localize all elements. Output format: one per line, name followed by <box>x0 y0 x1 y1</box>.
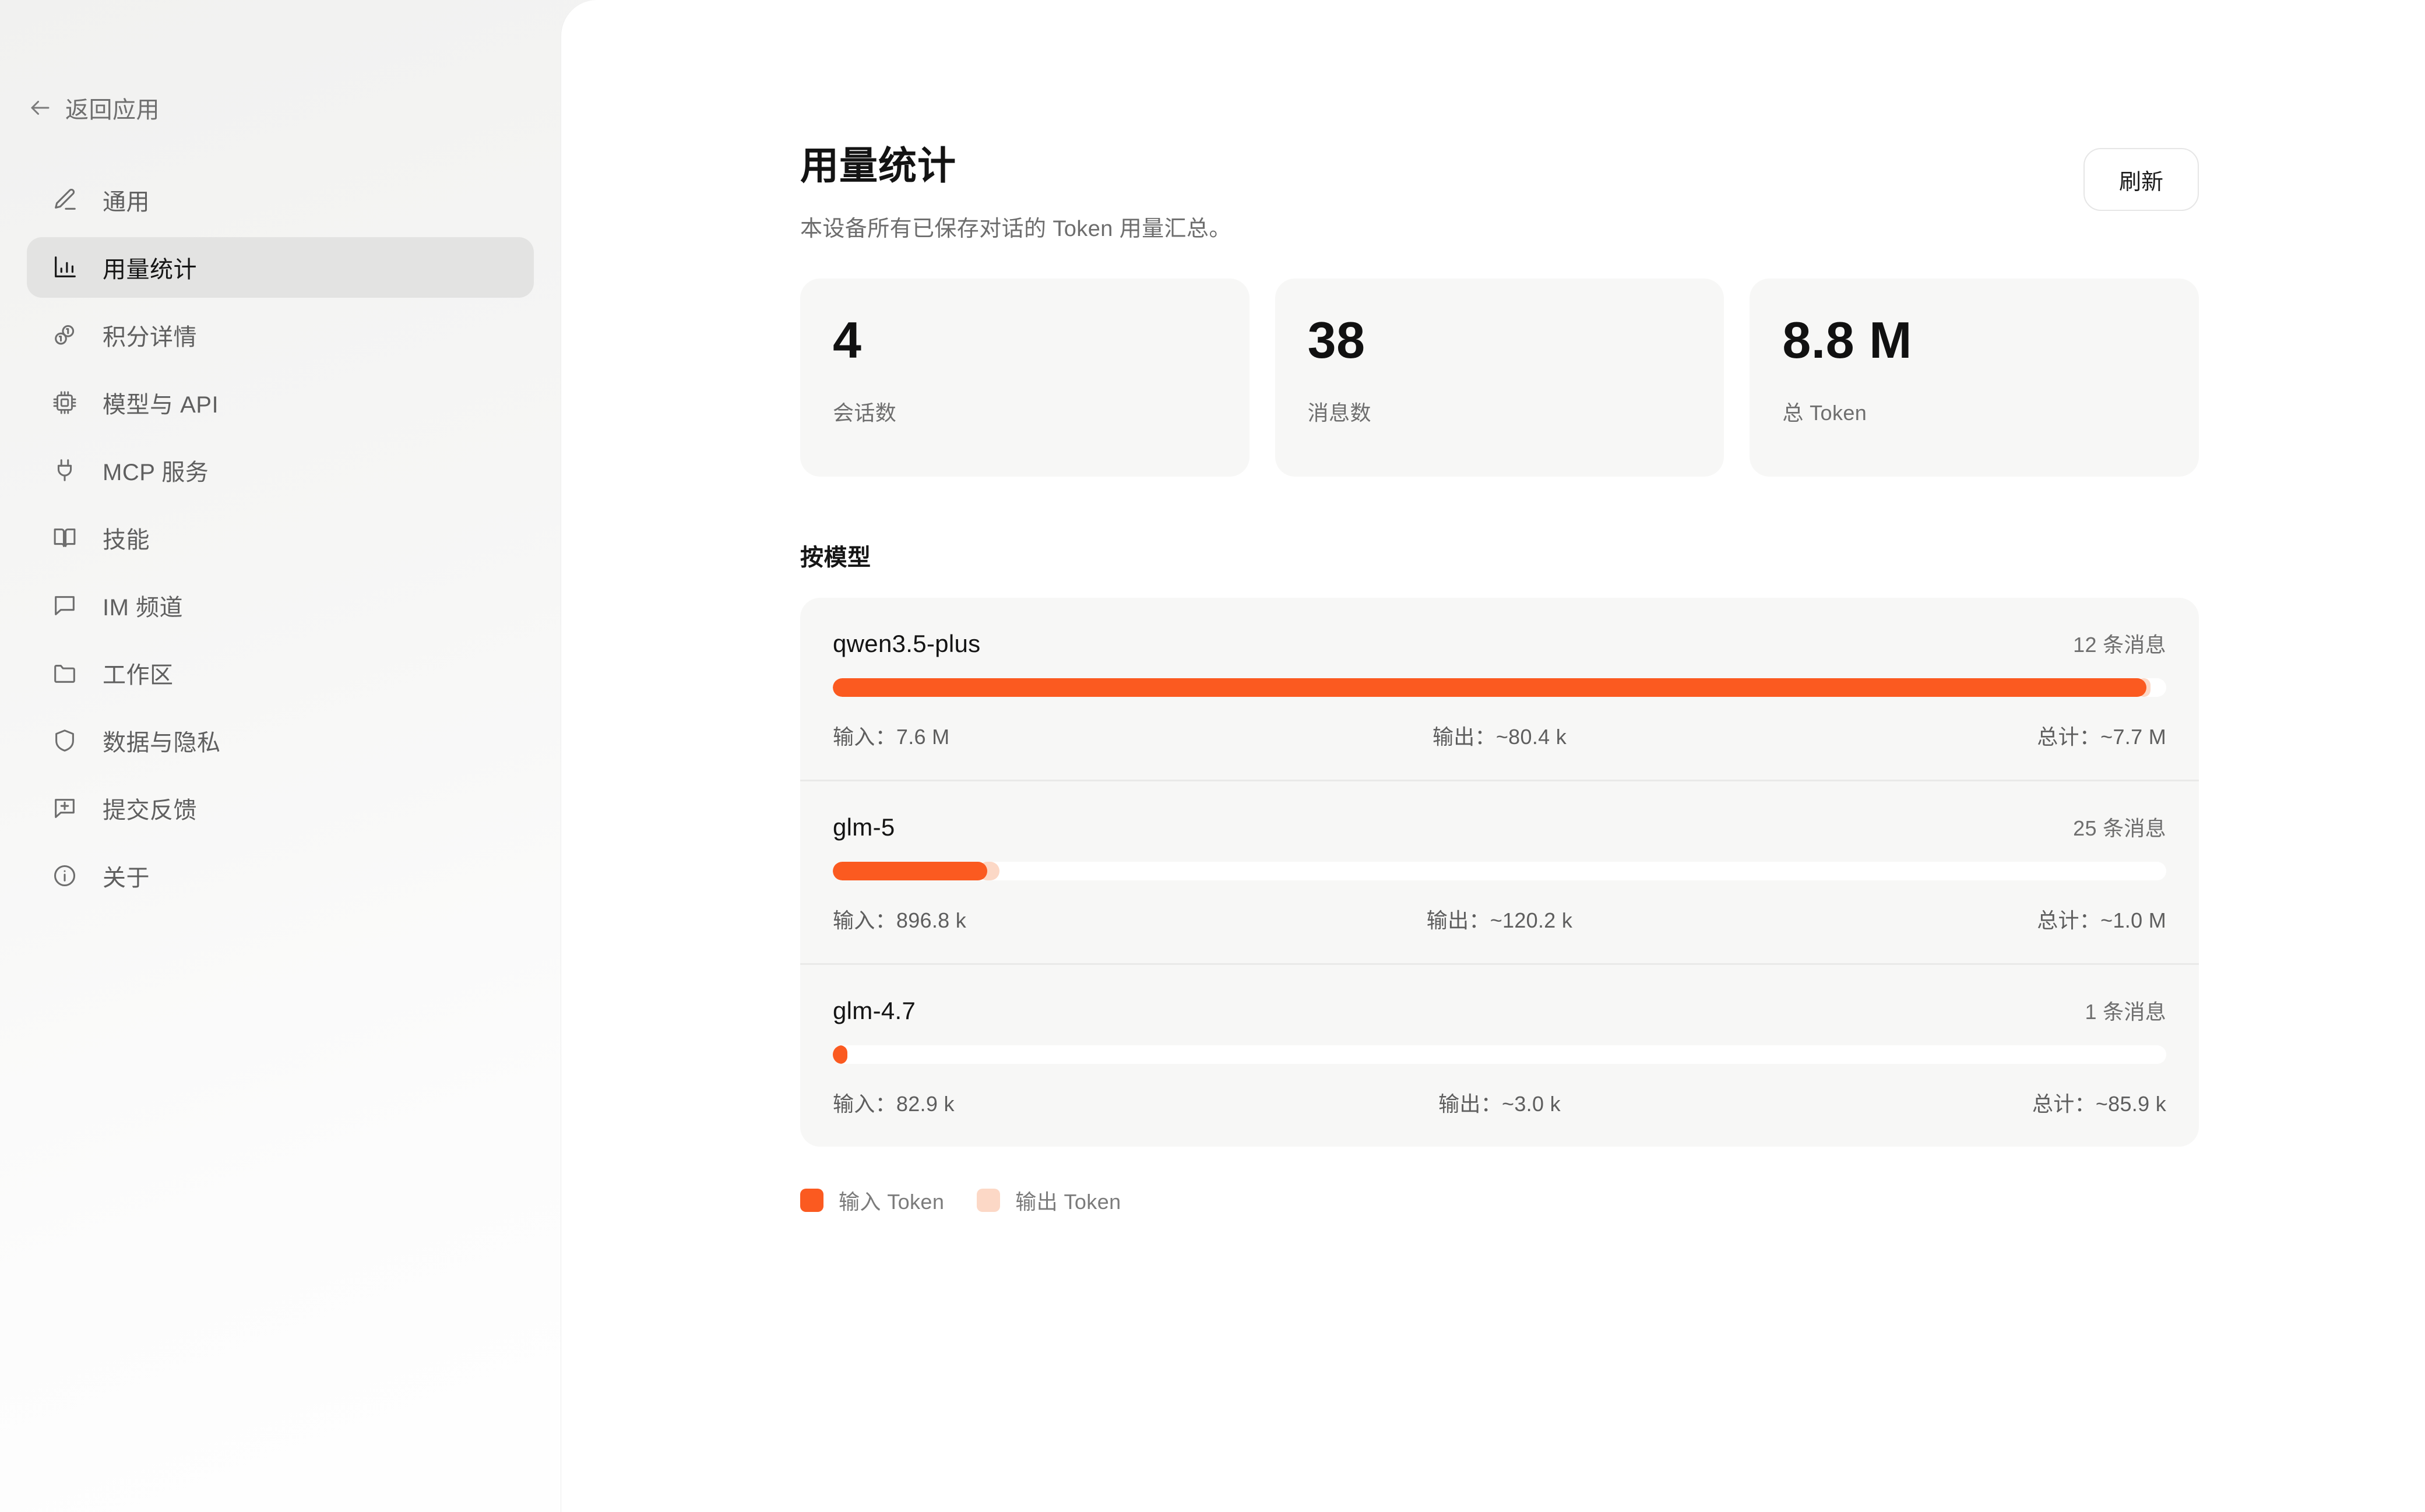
stat-card-messages: 38 消息数 <box>1275 278 1724 477</box>
sidebar-item-models-api[interactable]: 模型与 API <box>27 372 534 433</box>
sidebar-item-credits[interactable]: 积分详情 <box>27 305 534 365</box>
stat-card-sessions: 4 会话数 <box>800 278 1250 477</box>
stat-label: 总 Token <box>1782 400 1867 425</box>
input-tokens-label: 输入：7.6 M <box>833 724 950 749</box>
model-row-footer: 输入：896.8 k 输出：~120.2 k 总计：~1.0 M <box>833 904 2166 934</box>
model-row-header: qwen3.5-plus 12 条消息 <box>833 628 2166 658</box>
stat-value: 38 <box>1307 311 1365 369</box>
sidebar-item-label: 工作区 <box>103 662 174 688</box>
usage-stats-page: 用量统计 本设备所有已保存对话的 Token 用量汇总。 刷新 4 会话数 38… <box>561 0 2199 1215</box>
sidebar-item-label: 技能 <box>103 527 150 553</box>
input-tokens-label: 输入：896.8 k <box>833 908 967 932</box>
back-to-app-button[interactable]: 返回应用 <box>28 90 220 125</box>
chart-legend: 输入 Token 输出 Token <box>800 1185 2018 1215</box>
chip-icon <box>51 389 78 416</box>
legend-label: 输入 Token <box>839 1189 945 1214</box>
model-row-footer: 输入：82.9 k 输出：~3.0 k 总计：~85.9 k <box>833 1087 2166 1118</box>
back-to-app-label: 返回应用 <box>65 97 160 123</box>
table-row: qwen3.5-plus 12 条消息 输入：7.6 M 输出：~80.4 k … <box>800 598 2199 780</box>
bar-chart-icon <box>51 254 78 281</box>
book-open-icon <box>51 524 78 551</box>
model-message-count: 25 条消息 <box>2073 816 2166 840</box>
stat-value: 4 <box>833 311 862 369</box>
model-row-header: glm-5 25 条消息 <box>833 812 2166 842</box>
sidebar-item-general[interactable]: 通用 <box>27 170 534 230</box>
message-plus-icon <box>51 795 78 822</box>
sidebar-item-mcp[interactable]: MCP 服务 <box>27 440 534 501</box>
shield-icon <box>51 727 78 754</box>
sidebar-item-data-privacy[interactable]: 数据与隐私 <box>27 710 534 771</box>
model-message-count: 12 条消息 <box>2073 632 2166 657</box>
sidebar-item-workspace[interactable]: 工作区 <box>27 643 534 703</box>
stat-value: 8.8 M <box>1782 311 1912 369</box>
page-subtitle: 本设备所有已保存对话的 Token 用量汇总。 <box>800 216 1231 241</box>
sidebar-item-label: 用量统计 <box>103 257 197 283</box>
legend-item-output-token: 输出 Token <box>977 1185 1121 1215</box>
model-usage-list: qwen3.5-plus 12 条消息 输入：7.6 M 输出：~80.4 k … <box>800 597 2199 1147</box>
pencil-icon <box>51 186 78 213</box>
legend-item-input-token: 输入 Token <box>800 1185 944 1215</box>
sidebar-item-feedback[interactable]: 提交反馈 <box>27 778 534 838</box>
refresh-button[interactable]: 刷新 <box>2083 148 2199 211</box>
table-row: glm-5 25 条消息 输入：896.8 k 输出：~120.2 k 总计：~… <box>800 779 2199 963</box>
usage-bar-input-segment <box>833 861 988 880</box>
summary-stats: 4 会话数 38 消息数 8.8 M 总 Token <box>800 278 2199 477</box>
sidebar-item-label: 关于 <box>103 865 150 891</box>
page-title: 用量统计 <box>800 144 956 187</box>
total-tokens-label: 总计：~85.9 k <box>2032 1091 2167 1116</box>
output-tokens-label: 输出：~120.2 k <box>1426 908 1573 932</box>
sidebar-nav: 通用 用量统计 <box>0 170 561 906</box>
stat-card-total-tokens: 8.8 M 总 Token <box>1750 278 2199 477</box>
page-header-text: 用量统计 本设备所有已保存对话的 Token 用量汇总。 <box>800 144 1231 242</box>
sidebar-item-label: 模型与 API <box>103 392 219 418</box>
legend-label: 输出 Token <box>1015 1189 1121 1214</box>
sidebar: 返回应用 通用 <box>0 0 561 1512</box>
table-row: glm-4.7 1 条消息 输入：82.9 k 输出：~3.0 k 总计：~85… <box>800 963 2199 1147</box>
model-message-count: 1 条消息 <box>2085 999 2166 1024</box>
sidebar-item-label: MCP 服务 <box>103 460 209 485</box>
plug-icon <box>51 457 78 484</box>
arrow-left-icon <box>28 96 52 120</box>
sidebar-item-about[interactable]: 关于 <box>27 845 534 906</box>
model-name: glm-5 <box>833 813 895 841</box>
total-tokens-label: 总计：~1.0 M <box>2037 908 2167 932</box>
stat-label: 会话数 <box>833 400 897 425</box>
legend-swatch-icon <box>800 1188 823 1212</box>
sidebar-item-skills[interactable]: 技能 <box>27 507 534 568</box>
sidebar-item-im-channels[interactable]: IM 频道 <box>27 575 534 636</box>
info-circle-icon <box>51 862 78 889</box>
output-tokens-label: 输出：~3.0 k <box>1438 1091 1561 1116</box>
coins-icon <box>51 322 78 348</box>
model-name: glm-4.7 <box>833 996 916 1024</box>
sidebar-item-usage-stats[interactable]: 用量统计 <box>27 237 534 298</box>
input-tokens-label: 输入：82.9 k <box>833 1091 955 1116</box>
by-model-heading: 按模型 <box>800 544 871 570</box>
folder-icon <box>51 660 78 686</box>
sidebar-item-label: 积分详情 <box>103 325 197 350</box>
main-panel: 用量统计 本设备所有已保存对话的 Token 用量汇总。 刷新 4 会话数 38… <box>561 0 2425 1512</box>
model-row-footer: 输入：7.6 M 输出：~80.4 k 总计：~7.7 M <box>833 720 2166 750</box>
usage-bar <box>833 678 2166 697</box>
usage-bar-input-segment <box>833 1045 848 1064</box>
sidebar-item-label: 提交反馈 <box>103 798 197 823</box>
sidebar-item-label: IM 频道 <box>103 595 184 621</box>
legend-swatch-icon <box>977 1188 1001 1212</box>
page-header: 用量统计 本设备所有已保存对话的 Token 用量汇总。 刷新 <box>800 144 2199 242</box>
usage-bar <box>833 861 2166 880</box>
usage-bar-input-segment <box>833 678 2146 697</box>
message-square-icon <box>51 592 78 619</box>
sidebar-item-label: 数据与隐私 <box>103 730 221 756</box>
model-name: qwen3.5-plus <box>833 629 981 657</box>
model-row-header: glm-4.7 1 条消息 <box>833 995 2166 1025</box>
stat-label: 消息数 <box>1307 400 1371 425</box>
usage-bar <box>833 1045 2166 1064</box>
sidebar-item-label: 通用 <box>103 189 150 215</box>
total-tokens-label: 总计：~7.7 M <box>2037 724 2167 749</box>
output-tokens-label: 输出：~80.4 k <box>1432 724 1567 749</box>
